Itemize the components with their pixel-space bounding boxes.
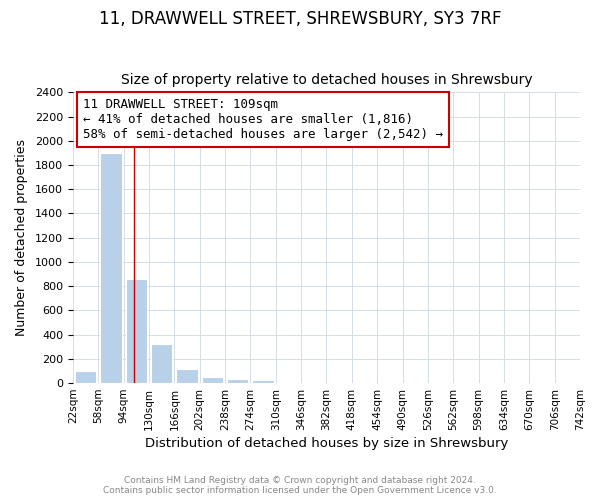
Bar — [202, 377, 223, 383]
Text: 11, DRAWWELL STREET, SHREWSBURY, SY3 7RF: 11, DRAWWELL STREET, SHREWSBURY, SY3 7RF — [99, 10, 501, 28]
Text: Contains HM Land Registry data © Crown copyright and database right 2024.
Contai: Contains HM Land Registry data © Crown c… — [103, 476, 497, 495]
Bar — [176, 368, 198, 383]
Bar — [100, 153, 122, 383]
Bar — [227, 380, 248, 383]
Text: 11 DRAWWELL STREET: 109sqm
← 41% of detached houses are smaller (1,816)
58% of s: 11 DRAWWELL STREET: 109sqm ← 41% of deta… — [83, 98, 443, 141]
Bar — [125, 279, 147, 383]
Bar — [252, 380, 274, 383]
Y-axis label: Number of detached properties: Number of detached properties — [15, 139, 28, 336]
Title: Size of property relative to detached houses in Shrewsbury: Size of property relative to detached ho… — [121, 73, 532, 87]
X-axis label: Distribution of detached houses by size in Shrewsbury: Distribution of detached houses by size … — [145, 437, 508, 450]
Bar — [151, 344, 172, 383]
Bar — [75, 371, 97, 383]
